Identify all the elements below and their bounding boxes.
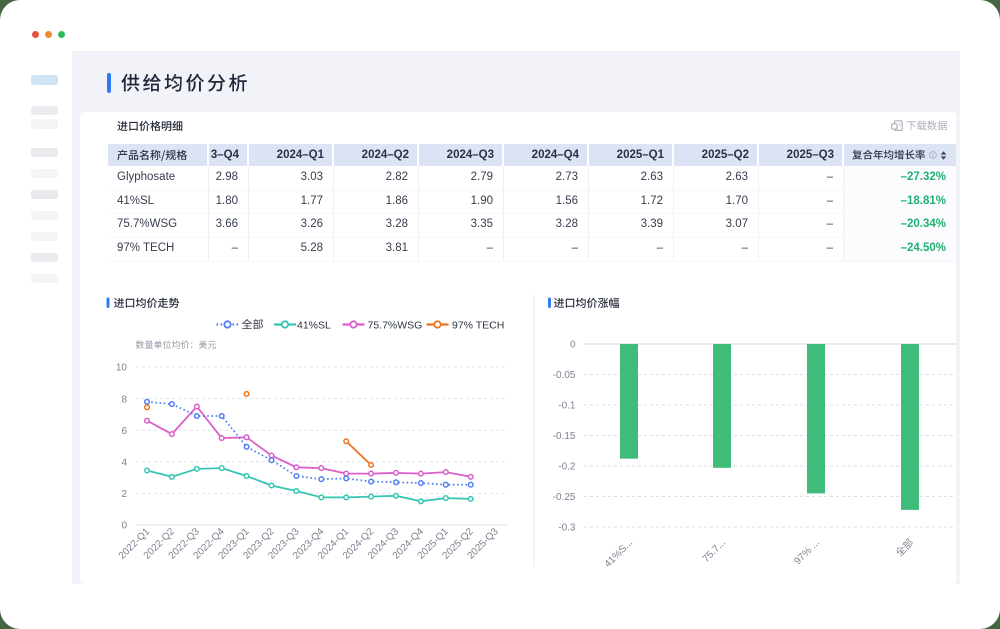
- svg-text:97% ...: 97% ...: [792, 537, 822, 567]
- svg-text:41%SL: 41%SL: [297, 319, 331, 331]
- svg-text:97% TECH: 97% TECH: [452, 319, 504, 331]
- svg-text:-0.05: -0.05: [553, 370, 576, 381]
- svg-text:8: 8: [121, 394, 127, 405]
- svg-text:75.7%WSG: 75.7%WSG: [368, 319, 423, 331]
- svg-text:-0.15: -0.15: [553, 431, 576, 442]
- svg-text:-0.2: -0.2: [558, 462, 576, 473]
- svg-text:-0.3: -0.3: [558, 523, 576, 534]
- svg-text:10: 10: [116, 363, 128, 374]
- svg-text:2: 2: [121, 489, 127, 500]
- svg-text:0: 0: [570, 340, 576, 351]
- svg-text:41%S...: 41%S...: [603, 537, 636, 570]
- svg-text:0: 0: [121, 521, 127, 532]
- svg-text:4: 4: [121, 458, 127, 469]
- svg-text:-0.1: -0.1: [558, 401, 576, 412]
- svg-text:6: 6: [121, 426, 127, 437]
- svg-text:75.7...: 75.7...: [701, 537, 728, 564]
- svg-text:-0.25: -0.25: [553, 492, 576, 503]
